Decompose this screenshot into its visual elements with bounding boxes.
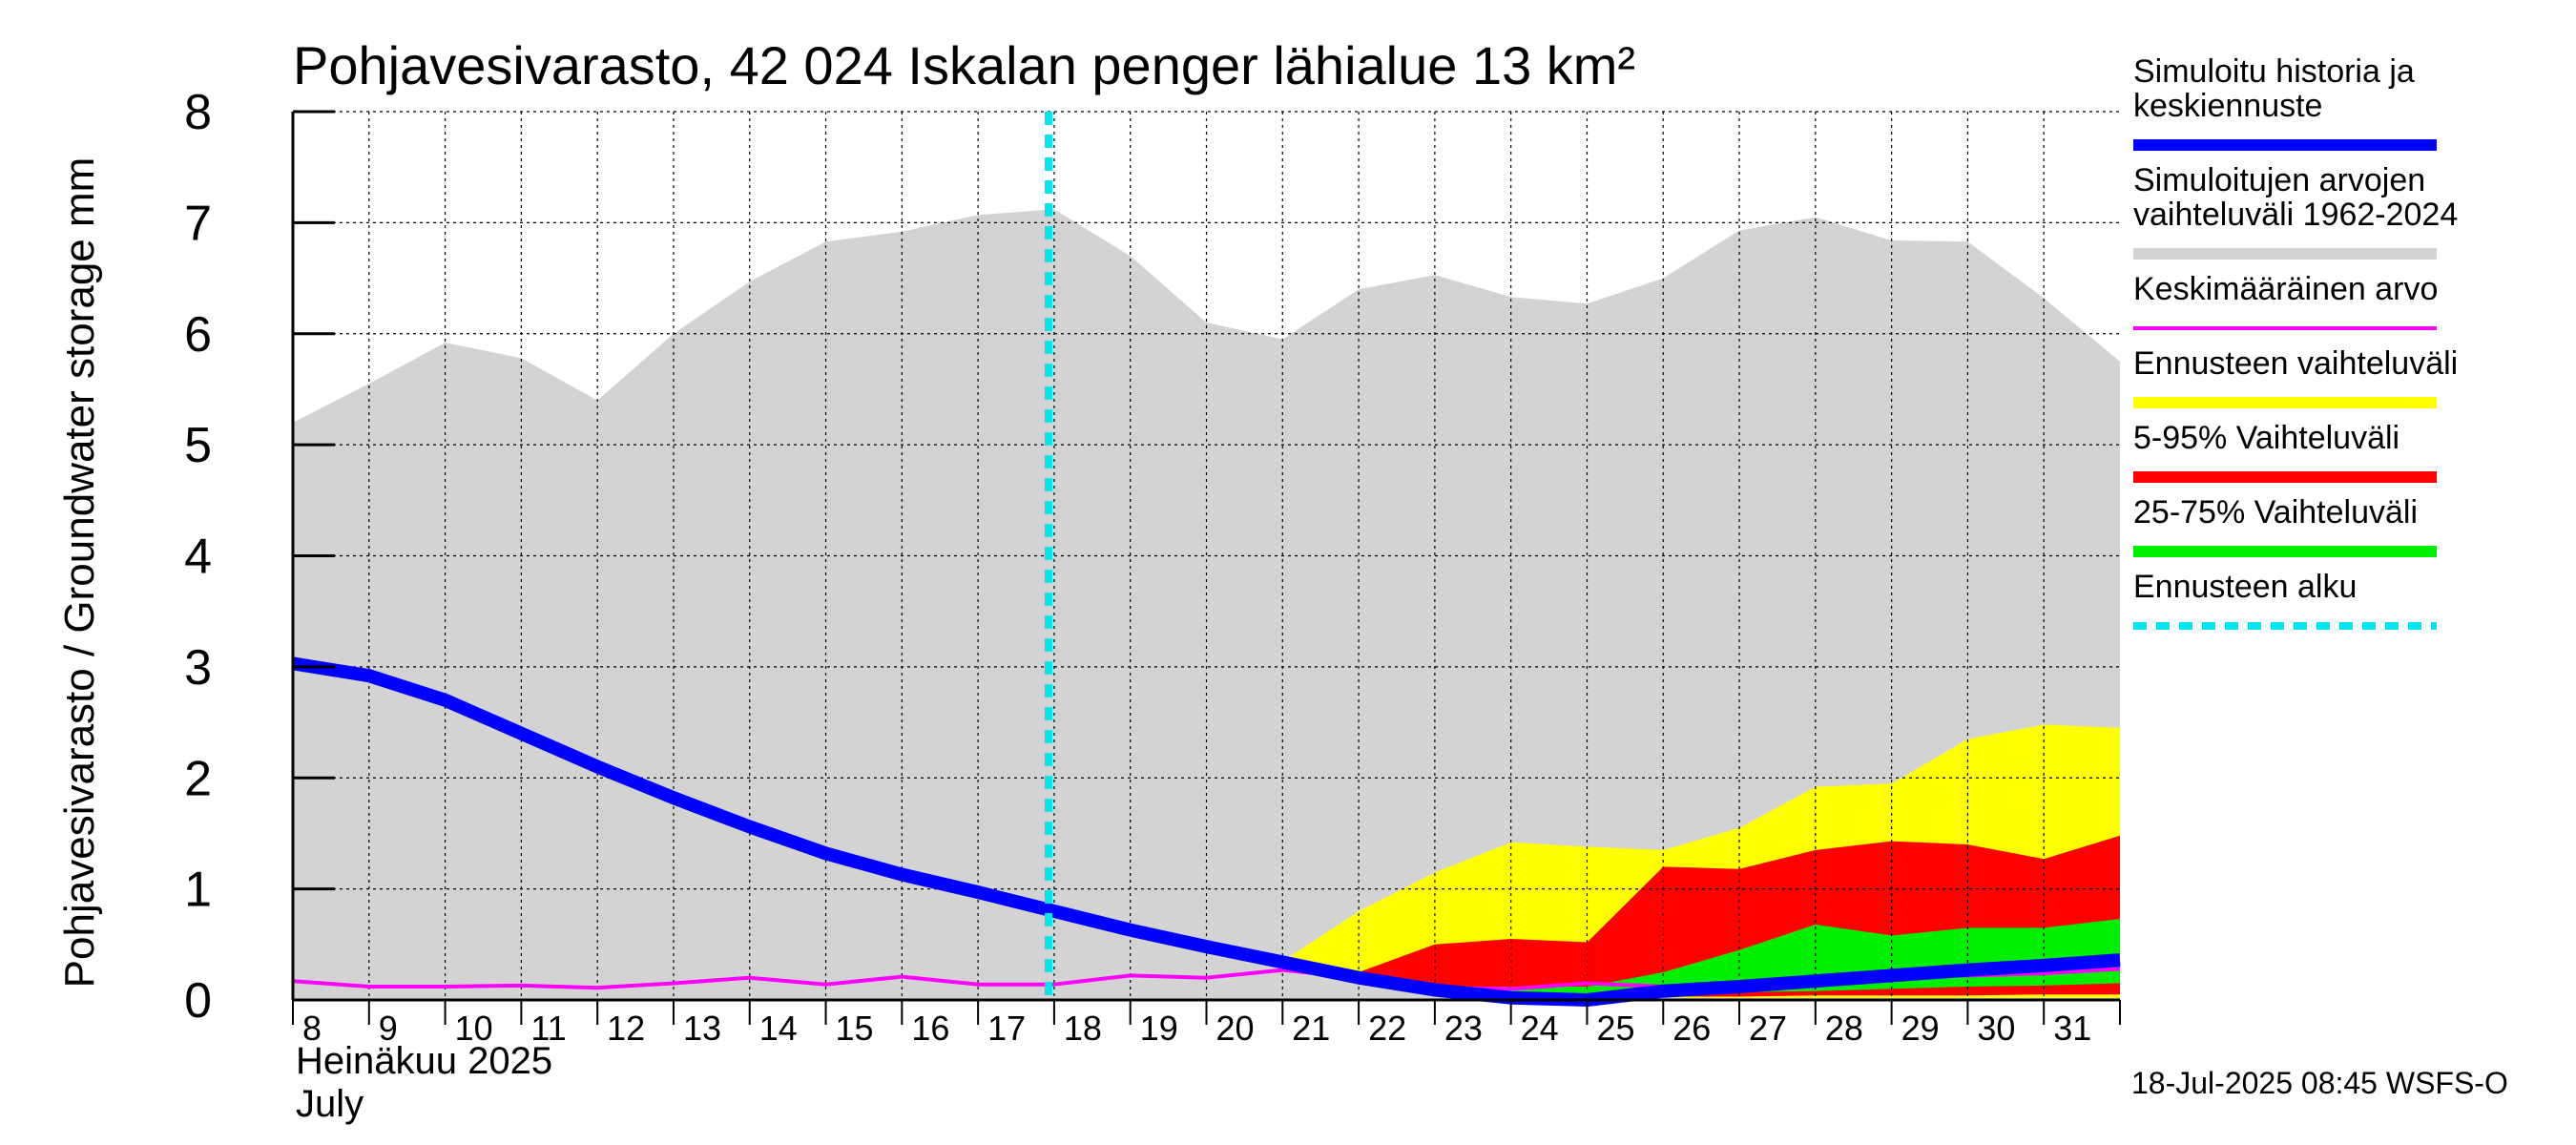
x-tick-label: 27: [1749, 1009, 1787, 1048]
x-tick-label: 16: [911, 1009, 949, 1048]
y-tick-label: 5: [184, 418, 212, 473]
y-axis-label: Pohjavesivarasto / Groundwater storage m…: [56, 157, 103, 989]
grid-lines: [293, 111, 2120, 1000]
legend-label: Keskimääräinen arvo: [2133, 271, 2438, 307]
x-tick-label: 11: [530, 1009, 566, 1048]
x-tick-label: 24: [1521, 1009, 1559, 1048]
x-tick-label: 20: [1216, 1009, 1255, 1048]
x-tick-label: 17: [987, 1009, 1026, 1048]
legend-label: Simuloitu historia ja: [2133, 53, 2415, 90]
x-tick-label: 14: [759, 1009, 798, 1048]
x-tick-label: 19: [1140, 1009, 1178, 1048]
legend-label: Ennusteen vaihteluväli: [2133, 345, 2458, 382]
x-tick-label: 13: [683, 1009, 721, 1048]
x-tick-label: 28: [1825, 1009, 1863, 1048]
y-tick-label: 2: [184, 751, 212, 806]
legend-label: vaihteluväli 1962-2024: [2133, 197, 2458, 233]
x-tick-label: 23: [1444, 1009, 1483, 1048]
x-tick-label: 31: [2053, 1009, 2091, 1048]
legend-label: 5-95% Vaihteluväli: [2133, 420, 2399, 456]
x-tick-label: 21: [1292, 1009, 1330, 1048]
x-tick-label: 9: [379, 1009, 398, 1048]
x-tick-label: 8: [302, 1009, 322, 1048]
chart-title: Pohjavesivarasto, 42 024 Iskalan penger …: [293, 35, 1635, 95]
y-tick-label: 7: [184, 196, 212, 251]
y-tick-label: 1: [184, 863, 212, 918]
x-tick-label: 12: [607, 1009, 645, 1048]
data-lines: [291, 112, 2121, 1007]
legend-item-forecast_range: Ennusteen vaihteluväli: [2133, 345, 2458, 408]
y-tick-label: 0: [184, 973, 212, 1029]
month-label-fi: Heinäkuu 2025: [296, 1040, 552, 1082]
y-tick-label: 6: [184, 307, 212, 363]
x-tick-label: 15: [836, 1009, 874, 1048]
legend-item-forecast_start: Ennusteen alku: [2133, 569, 2437, 630]
legend-item-band_5_95: 5-95% Vaihteluväli: [2133, 420, 2437, 483]
timestamp-footer: 18-Jul-2025 08:45 WSFS-O: [2131, 1066, 2508, 1100]
legend: Simuloitu historia jakeskiennusteSimuloi…: [2133, 53, 2458, 630]
legend-label: Ennusteen alku: [2133, 569, 2357, 605]
legend-item-band_25_75: 25-75% Vaihteluväli: [2133, 494, 2437, 557]
legend-label: 25-75% Vaihteluväli: [2133, 494, 2418, 531]
x-tick-label: 10: [455, 1009, 493, 1048]
month-label-en: July: [296, 1083, 364, 1125]
legend-label: keskiennuste: [2133, 88, 2322, 124]
legend-item-mean: Keskimääräinen arvo: [2133, 271, 2438, 330]
x-tick-label: 29: [1901, 1009, 1940, 1048]
x-tick-label: 30: [1977, 1009, 2015, 1048]
x-tick-label: 26: [1672, 1009, 1711, 1048]
y-tick-label: 8: [184, 85, 212, 140]
legend-label: Simuloitujen arvojen: [2133, 162, 2425, 198]
x-tick-label: 18: [1064, 1009, 1102, 1048]
y-tick-label: 3: [184, 640, 212, 696]
x-tick-label: 25: [1596, 1009, 1634, 1048]
x-tick-label: 22: [1368, 1009, 1406, 1048]
y-tick-label: 4: [184, 530, 212, 585]
simulated-line: [291, 656, 2121, 1007]
